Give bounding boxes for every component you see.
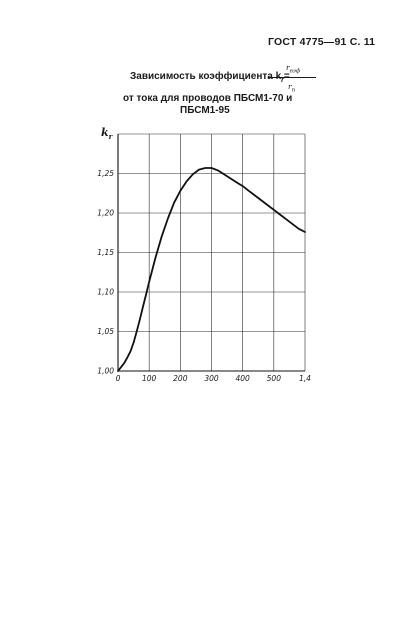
- fraction-denominator-symbol: r: [288, 82, 292, 91]
- x-tick-labels: 0 100 200 300 400 500 1,4: [116, 374, 312, 383]
- grid-lines: [117, 133, 306, 372]
- y-tick-label: 1,25: [97, 169, 114, 178]
- x-tick-label: 0: [116, 374, 121, 383]
- series-group: [117, 167, 306, 372]
- document-header-id: ГОСТ 4775—91 С. 11: [268, 36, 376, 48]
- fraction-numerator-symbol: r: [286, 63, 290, 72]
- y-axis-label: kr: [101, 126, 112, 141]
- y-tick-labels: 1,00 1,05 1,10 1,15 1,20 1,25: [97, 169, 114, 376]
- x-tick-label: 300: [204, 374, 219, 383]
- y-axis-label-sub: r: [108, 132, 113, 142]
- chart-title-line1: Зависимость коэффициента kr=: [130, 71, 290, 84]
- x-tick-label: 200: [173, 374, 188, 383]
- title-prefix: Зависимость коэффициента k: [130, 71, 282, 82]
- y-tick-label: 1,00: [97, 367, 114, 376]
- chart-title-line3: ПБСМ1-95: [180, 105, 230, 116]
- plot-frame: [117, 134, 305, 372]
- fraction-bar: [268, 77, 316, 78]
- x-tick-label: 500: [267, 374, 282, 383]
- y-tick-label: 1,15: [97, 248, 114, 257]
- series-line: [117, 167, 306, 372]
- fraction-numerator: rвэф: [286, 63, 300, 75]
- fraction-denominator: rп: [288, 82, 295, 94]
- x-tick-label: 1,4: [299, 374, 311, 383]
- x-tick-label: 100: [142, 374, 157, 383]
- fraction-numerator-sub: вэф: [289, 68, 301, 75]
- title-subscript: r: [281, 77, 284, 84]
- y-tick-label: 1,20: [97, 209, 114, 218]
- chart-title-line2: от тока для проводов ПБСМ1-70 и: [123, 93, 293, 104]
- fraction-denominator-sub: п: [291, 87, 296, 94]
- title-equals: =: [283, 71, 290, 82]
- x-tick-label: 400: [236, 374, 251, 383]
- y-axis-label-symbol: k: [101, 126, 109, 139]
- y-tick-label: 1,10: [97, 288, 114, 297]
- y-tick-label: 1,05: [97, 327, 114, 336]
